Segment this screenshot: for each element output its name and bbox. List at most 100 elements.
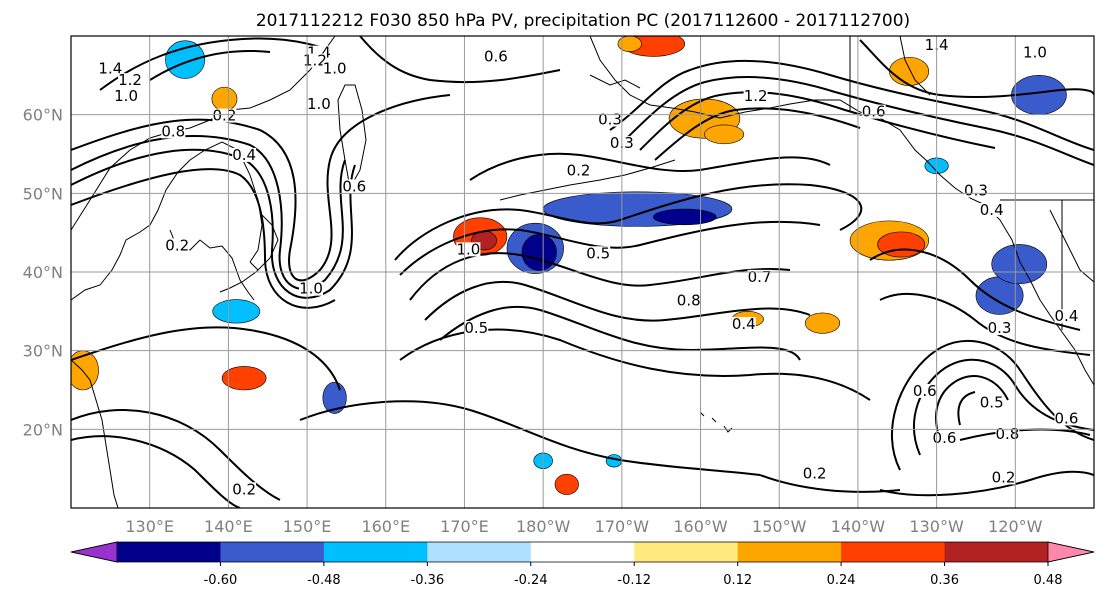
contour-label: 0.4 bbox=[1055, 307, 1079, 325]
precip-patch bbox=[704, 124, 745, 145]
contour-label: 0.6 bbox=[1055, 409, 1079, 427]
pv-contour bbox=[71, 409, 281, 501]
lat-tick-label: 60°N bbox=[23, 106, 63, 125]
pv-contour bbox=[957, 391, 976, 426]
contour-label-bg bbox=[212, 108, 237, 123]
contour-label-bg bbox=[98, 61, 123, 76]
contour-label-bg bbox=[464, 321, 489, 335]
contour-labels: 1.41.21.00.61.41.21.0 1.00.80.20.40.60.21… bbox=[98, 36, 1079, 498]
contour-label: 0.6 bbox=[484, 48, 508, 66]
contour-label-bg bbox=[342, 179, 367, 194]
precip-patch bbox=[991, 244, 1048, 285]
precip-patch bbox=[165, 40, 206, 79]
contour-label: 0.6 bbox=[913, 382, 937, 400]
contour-label-bg bbox=[676, 293, 701, 308]
contour-label: 0.3 bbox=[598, 111, 622, 129]
pv-contour bbox=[624, 76, 1094, 166]
lon-tick-label: 140°W bbox=[831, 517, 886, 536]
map-frame bbox=[70, 35, 1095, 509]
coastline-alaska bbox=[589, 36, 986, 206]
contour-label-bg bbox=[598, 112, 623, 127]
lon-tick-label: 140°E bbox=[204, 517, 253, 536]
pv-contour bbox=[869, 248, 1081, 331]
map-title: 2017112212 F030 850 hPa PV, precipitatio… bbox=[256, 11, 910, 31]
latitude-tick-labels: 60°N 50°N 40°N 30°N 20°N bbox=[23, 106, 63, 440]
colorbar-segment bbox=[841, 542, 946, 562]
contour-label-bg bbox=[979, 395, 1004, 410]
lon-tick-label: 130°E bbox=[125, 517, 174, 536]
contour-label: 1.0 bbox=[114, 87, 138, 105]
colorbar-tick-label: 0.48 bbox=[1034, 573, 1063, 588]
pv-contour bbox=[71, 168, 336, 309]
colorbar-outline bbox=[70, 541, 1095, 563]
pv-contour bbox=[959, 428, 1091, 441]
colorbar-extend-high bbox=[1047, 541, 1095, 563]
lat-tick-label: 40°N bbox=[23, 263, 63, 282]
contour-label: 1.2 bbox=[118, 71, 142, 89]
pv-contour bbox=[654, 107, 861, 161]
lon-tick-label: 180°W bbox=[516, 517, 571, 536]
contour-label-bg bbox=[979, 203, 1004, 217]
precip-patch bbox=[617, 36, 642, 53]
pv-contour bbox=[299, 400, 761, 476]
colorbar-tick-label: -0.48 bbox=[307, 573, 341, 588]
contour-label-bg bbox=[1054, 411, 1079, 426]
precip-patch bbox=[322, 381, 347, 414]
pv-contour bbox=[913, 358, 1094, 456]
map-layers: 1.41.21.00.61.41.21.0 1.00.80.20.40.60.21… bbox=[71, 36, 1094, 508]
precip-patch bbox=[212, 299, 261, 324]
longitude-tick-labels: 130°E 140°E 150°E 160°E 170°E 180°W 170°W 160°W… bbox=[125, 517, 1042, 536]
contour-label-bg bbox=[232, 147, 257, 162]
colorbar-segment bbox=[944, 542, 1049, 562]
contour-label-bg bbox=[302, 53, 327, 68]
contour-label-bg bbox=[747, 269, 772, 284]
pv-contour bbox=[99, 37, 331, 91]
contour-label: 0.4 bbox=[232, 146, 256, 164]
colorbar-segment bbox=[737, 542, 842, 562]
coastline-kamchatka bbox=[337, 84, 367, 190]
contour-label: 0.8 bbox=[677, 291, 701, 309]
pv-contour bbox=[71, 435, 241, 508]
precip-patch bbox=[521, 233, 557, 271]
precip-patch bbox=[221, 366, 267, 391]
contour-label: 0.6 bbox=[933, 429, 957, 447]
contour-label: 0.3 bbox=[988, 319, 1012, 337]
lat-tick-label: 20°N bbox=[23, 420, 63, 439]
pv-contour bbox=[424, 280, 811, 322]
contour-label-bg bbox=[114, 88, 139, 103]
contour-label-bg bbox=[731, 317, 756, 332]
contour-label-bg bbox=[161, 124, 186, 139]
colorbar-tick-label: -0.60 bbox=[204, 573, 238, 588]
pv-contour bbox=[879, 470, 1094, 497]
pv-contour bbox=[469, 152, 831, 181]
colorbar-segment bbox=[220, 542, 325, 562]
contour-label: 0.6 bbox=[862, 103, 886, 121]
contour-label-bg bbox=[483, 49, 508, 64]
pv-contour bbox=[71, 148, 356, 299]
contour-label-bg bbox=[306, 96, 331, 111]
contour-label-bg bbox=[802, 466, 827, 481]
precip-patch bbox=[653, 208, 717, 226]
pv-contour bbox=[439, 305, 801, 361]
colorbar-tick-label: 0.12 bbox=[723, 573, 752, 588]
contour-label-bg bbox=[299, 281, 324, 296]
lat-tick-label: 50°N bbox=[23, 184, 63, 203]
precip-patch bbox=[889, 56, 930, 86]
pv-contour bbox=[609, 59, 1094, 151]
pv-contour bbox=[879, 292, 1091, 356]
contour-label: 0.2 bbox=[992, 468, 1016, 486]
precip-patch bbox=[804, 312, 841, 334]
contour-label: 1.2 bbox=[744, 87, 768, 105]
lon-tick-label: 160°E bbox=[361, 517, 410, 536]
contour-label: 1.2 bbox=[303, 52, 327, 70]
colorbar bbox=[70, 541, 1095, 563]
pv-contour bbox=[639, 91, 996, 151]
contour-label-bg bbox=[165, 238, 190, 253]
colorbar-tick-labels: -0.60 -0.48 -0.36 -0.24 -0.12 0.12 0.24 0.36 0.4… bbox=[204, 562, 1063, 588]
lon-tick-label: 150°E bbox=[283, 517, 332, 536]
contour-label: 0.4 bbox=[732, 315, 756, 333]
colorbar-tick-label: -0.12 bbox=[617, 573, 651, 588]
contour-label: 0.8 bbox=[161, 122, 185, 140]
pv-contour bbox=[149, 49, 271, 81]
lon-tick-label: 170°E bbox=[440, 517, 489, 536]
